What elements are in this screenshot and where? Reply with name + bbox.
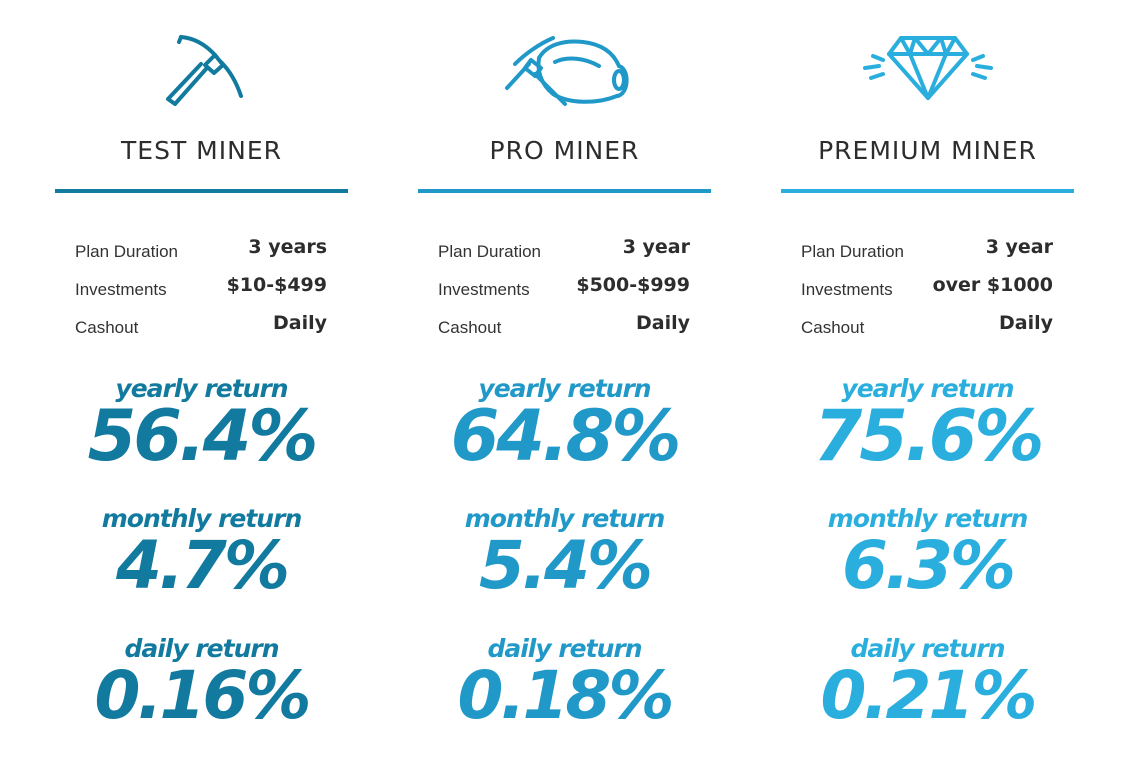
plan-divider: [781, 189, 1074, 193]
detail-value: 3 years: [248, 236, 327, 258]
detail-row-duration: Plan Duration 3 year: [801, 234, 1053, 272]
detail-label: Plan Duration: [801, 242, 905, 261]
return-monthly: monthly return 4.7%: [55, 502, 348, 632]
detail-row-cashout: Cashout Daily: [438, 310, 690, 348]
return-monthly: monthly return 5.4%: [418, 502, 711, 632]
return-monthly: monthly return 6.3%: [781, 502, 1074, 632]
plan-returns: yearly return 64.8% monthly return 5.4% …: [418, 372, 711, 762]
return-yearly: yearly return 56.4%: [55, 372, 348, 502]
return-label: yearly return: [478, 374, 651, 403]
return-daily: daily return 0.16%: [55, 632, 348, 762]
detail-value: Daily: [635, 312, 690, 334]
detail-row-duration: Plan Duration 3 year: [438, 234, 690, 272]
detail-row-cashout: Cashout Daily: [801, 310, 1053, 348]
detail-value: 3 year: [985, 236, 1053, 258]
detail-label: Investments: [801, 280, 893, 299]
detail-label: Cashout: [75, 318, 139, 337]
detail-value: over $1000: [932, 274, 1053, 296]
return-value: 75.6%: [813, 395, 1045, 477]
detail-row-cashout: Cashout Daily: [75, 310, 327, 348]
detail-row-investments: Investments over $1000: [801, 272, 1053, 310]
plan-details: Plan Duration 3 year Investments over $1…: [801, 234, 1053, 348]
return-label: monthly return: [464, 504, 666, 533]
plan-details: Plan Duration 3 years Investments $10-$4…: [75, 234, 327, 348]
plan-divider: [418, 189, 711, 193]
return-value: 5.4%: [478, 527, 653, 604]
detail-label: Cashout: [801, 318, 865, 337]
return-daily: daily return 0.18%: [418, 632, 711, 762]
return-value: 64.8%: [450, 395, 682, 477]
detail-label: Investments: [75, 280, 167, 299]
return-value: 0.18%: [457, 657, 675, 734]
plan-title: PREMIUM MINER: [818, 136, 1037, 165]
detail-value: 3 year: [622, 236, 690, 258]
return-label: yearly return: [115, 374, 288, 403]
plan-divider: [55, 189, 348, 193]
plan-card-premium-miner: PREMIUM MINER Plan Duration 3 year Inves…: [781, 0, 1074, 777]
return-daily: daily return 0.21%: [781, 632, 1074, 762]
detail-value: Daily: [998, 312, 1053, 334]
detail-label: Investments: [438, 280, 530, 299]
detail-value: Daily: [272, 312, 327, 334]
plan-details: Plan Duration 3 year Investments $500-$9…: [438, 234, 690, 348]
return-label: yearly return: [841, 374, 1014, 403]
return-yearly: yearly return 64.8%: [418, 372, 711, 502]
plan-returns: yearly return 56.4% monthly return 4.7% …: [55, 372, 348, 762]
return-value: 56.4%: [87, 395, 319, 477]
detail-row-duration: Plan Duration 3 years: [75, 234, 327, 272]
detail-label: Plan Duration: [438, 242, 542, 261]
detail-label: Plan Duration: [75, 242, 179, 261]
return-label: monthly return: [101, 504, 303, 533]
return-value: 0.16%: [94, 657, 312, 734]
plan-card-test-miner: TEST MINER Plan Duration 3 years Investm…: [55, 0, 348, 777]
detail-row-investments: Investments $500-$999: [438, 272, 690, 310]
return-value: 4.7%: [115, 527, 290, 604]
plan-title: PRO MINER: [489, 136, 640, 165]
return-label: daily return: [124, 634, 279, 663]
return-value: 0.21%: [820, 657, 1038, 734]
detail-label: Cashout: [438, 318, 502, 337]
return-label: daily return: [487, 634, 642, 663]
return-yearly: yearly return 75.6%: [781, 372, 1074, 502]
detail-value: $500-$999: [576, 274, 690, 296]
diamond-icon: [781, 28, 1074, 118]
detail-value: $10-$499: [226, 274, 327, 296]
return-label: monthly return: [827, 504, 1029, 533]
detail-row-investments: Investments $10-$499: [75, 272, 327, 310]
plan-card-pro-miner: PRO MINER Plan Duration 3 year Investmen…: [418, 0, 711, 777]
return-label: daily return: [850, 634, 1005, 663]
pickaxe-icon: [55, 28, 348, 118]
return-value: 6.3%: [841, 527, 1016, 604]
plan-title: TEST MINER: [121, 136, 282, 165]
plan-returns: yearly return 75.6% monthly return 6.3% …: [781, 372, 1074, 762]
pickaxe-helmet-icon: [418, 28, 711, 118]
